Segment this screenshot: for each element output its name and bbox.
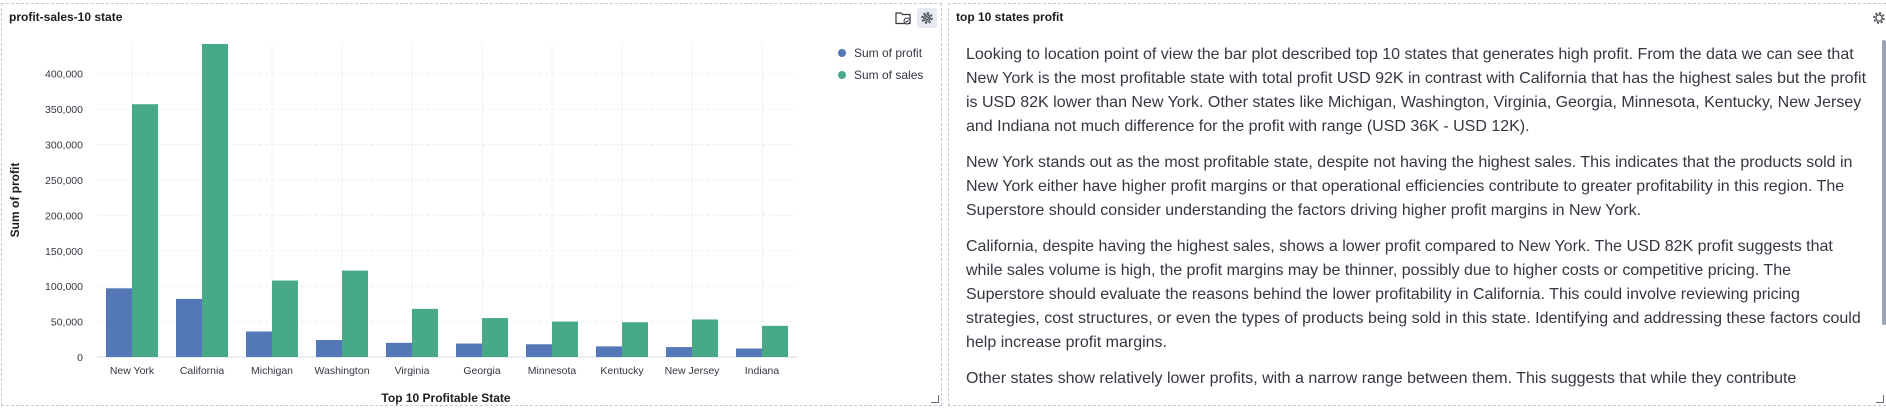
panel-title: top 10 states profit xyxy=(956,10,1064,24)
y-axis-title: Sum of profit xyxy=(8,163,22,238)
x-axis-title: Top 10 Profitable State xyxy=(381,391,510,405)
legend-label-sales: Sum of sales xyxy=(854,68,924,82)
gear-icon[interactable] xyxy=(917,8,937,28)
paragraph: Looking to location point of view the ba… xyxy=(966,46,1867,135)
x-tick-label: Kentucky xyxy=(600,365,644,377)
folder-check-icon[interactable] xyxy=(893,8,913,28)
x-tick-label: New Jersey xyxy=(665,365,721,377)
bar-sales-1[interactable] xyxy=(202,44,228,357)
x-tick-label: Georgia xyxy=(463,365,501,377)
x-tick-label: Minnesota xyxy=(528,365,577,377)
bar-sales-7[interactable] xyxy=(622,322,648,357)
bar-profit-5[interactable] xyxy=(456,343,482,357)
y-tick-label: 350,000 xyxy=(45,104,83,116)
x-tick-label: New York xyxy=(110,365,155,377)
bar-sales-8[interactable] xyxy=(692,319,718,357)
bar-profit-3[interactable] xyxy=(316,340,342,357)
legend-swatch-sales xyxy=(838,71,846,79)
x-tick-label: Washington xyxy=(314,365,369,377)
bar-sales-5[interactable] xyxy=(482,318,508,357)
bar-profit-0[interactable] xyxy=(106,288,132,357)
resize-handle[interactable] xyxy=(931,395,939,403)
y-tick-label: 400,000 xyxy=(45,69,83,81)
bar-sales-6[interactable] xyxy=(552,321,578,357)
x-tick-label: Virginia xyxy=(395,365,430,377)
bar-profit-9[interactable] xyxy=(736,348,762,357)
x-tick-label: Michigan xyxy=(251,365,293,377)
bar-profit-2[interactable] xyxy=(246,331,272,357)
chart-legend: Sum of profit Sum of sales xyxy=(838,42,923,86)
y-tick-label: 300,000 xyxy=(45,140,83,152)
y-tick-label: 200,000 xyxy=(45,210,83,222)
bar-profit-7[interactable] xyxy=(596,346,622,357)
bar-profit-4[interactable] xyxy=(386,342,412,357)
y-tick-label: 150,000 xyxy=(45,246,83,258)
visualization-panel-profit-sales: profit-sales-10 state 0 50,000 100,000 150,… xyxy=(1,3,942,406)
paragraph: California, despite having the highest s… xyxy=(966,238,1861,351)
legend-item-sales[interactable]: Sum of sales xyxy=(838,64,923,86)
y-tick-label: 250,000 xyxy=(45,175,83,187)
bar-profit-6[interactable] xyxy=(526,344,552,357)
scrollbar[interactable] xyxy=(1882,40,1886,325)
bar-sales-3[interactable] xyxy=(342,270,368,357)
bar-sales-2[interactable] xyxy=(272,280,298,357)
legend-item-profit[interactable]: Sum of profit xyxy=(838,42,923,64)
x-tick-label: Indiana xyxy=(745,365,780,377)
markdown-text: Looking to location point of view the ba… xyxy=(966,43,1866,403)
panel-title: profit-sales-10 state xyxy=(9,10,123,24)
bar-chart: 0 50,000 100,000 150,000 200,000 250,000 300,0… xyxy=(8,44,797,405)
legend-label-profit: Sum of profit xyxy=(854,46,923,60)
resize-handle[interactable] xyxy=(1876,395,1884,403)
gear-icon[interactable] xyxy=(1869,8,1886,28)
paragraph: Other states show relatively lower profi… xyxy=(966,370,1797,387)
markdown-panel-top-10-states: top 10 states profit Looking to location… xyxy=(948,3,1886,406)
y-tick-label: 0 xyxy=(77,352,83,364)
x-tick-label: California xyxy=(180,365,225,377)
bar-sales-4[interactable] xyxy=(412,308,438,357)
bar-sales-9[interactable] xyxy=(762,325,788,357)
y-tick-label: 100,000 xyxy=(45,281,83,293)
bar-profit-8[interactable] xyxy=(666,347,692,357)
paragraph: New York stands out as the most profitab… xyxy=(966,154,1853,219)
y-tick-label: 50,000 xyxy=(51,317,83,329)
bar-sales-0[interactable] xyxy=(132,104,158,357)
bar-profit-1[interactable] xyxy=(176,298,202,357)
legend-swatch-profit xyxy=(838,49,846,57)
